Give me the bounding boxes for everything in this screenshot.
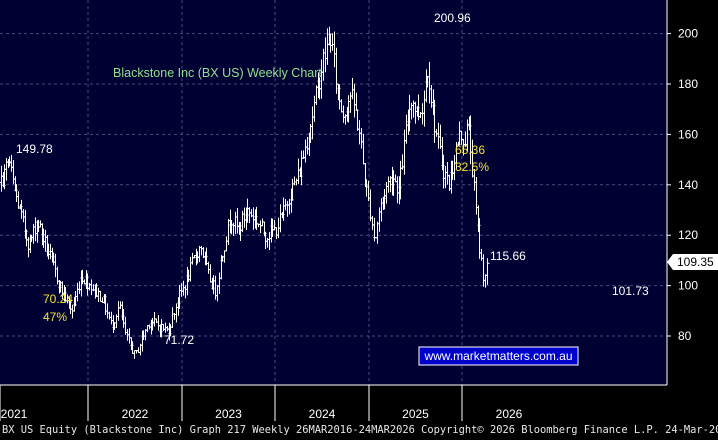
price-label: 71.72 — [164, 333, 194, 347]
y-tick-label: 100 — [678, 279, 698, 293]
y-tick-label: 120 — [678, 228, 698, 242]
price-bars — [0, 26, 490, 359]
x-axis-panel — [0, 385, 718, 421]
chart-title: Blackstone Inc (BX US) Weekly Chart — [113, 66, 322, 80]
y-tick-label: 160 — [678, 127, 698, 141]
last-price-value: 109.35 — [677, 255, 714, 269]
x-tick-label: 2026 — [496, 407, 523, 421]
axes: 80 100 120 140 160 180 200 2021 2022 2023 2024 2025… — [0, 0, 698, 421]
y-tick-label: 140 — [678, 178, 698, 192]
price-label: 115.66 — [490, 249, 526, 263]
price-label: 101.73 — [612, 284, 649, 298]
watermark-link[interactable]: www.marketmatters.com.au — [423, 349, 572, 363]
move-annotation: 70.24 — [43, 292, 73, 306]
move-annotation: 47% — [43, 310, 67, 324]
y-axis-panel — [667, 0, 718, 385]
move-annotation: 32.5% — [455, 160, 489, 174]
x-tick-label: 2024 — [309, 407, 336, 421]
plot-background — [0, 0, 667, 385]
x-tick-label: 2025 — [402, 407, 429, 421]
y-tick-label: 80 — [678, 329, 692, 343]
x-tick-label: 2022 — [122, 407, 149, 421]
bloomberg-footer: BX US Equity (Blackstone Inc) Graph 217 … — [0, 421, 718, 440]
x-tick-label: 2021 — [1, 407, 28, 421]
move-annotation: 65.36 — [455, 143, 485, 157]
watermark-box[interactable] — [418, 346, 579, 366]
y-tick-label: 200 — [678, 27, 698, 41]
x-tick-label: 2023 — [215, 407, 242, 421]
price-label: 149.78 — [16, 142, 53, 156]
y-tick-label: 180 — [678, 77, 698, 91]
price-label: 200.96 — [434, 11, 471, 25]
last-price-tag: 109.35 — [667, 254, 718, 271]
annotations: 200.96 149.78 71.72 115.66 101.73 70.24 47% 65.… — [16, 11, 649, 347]
